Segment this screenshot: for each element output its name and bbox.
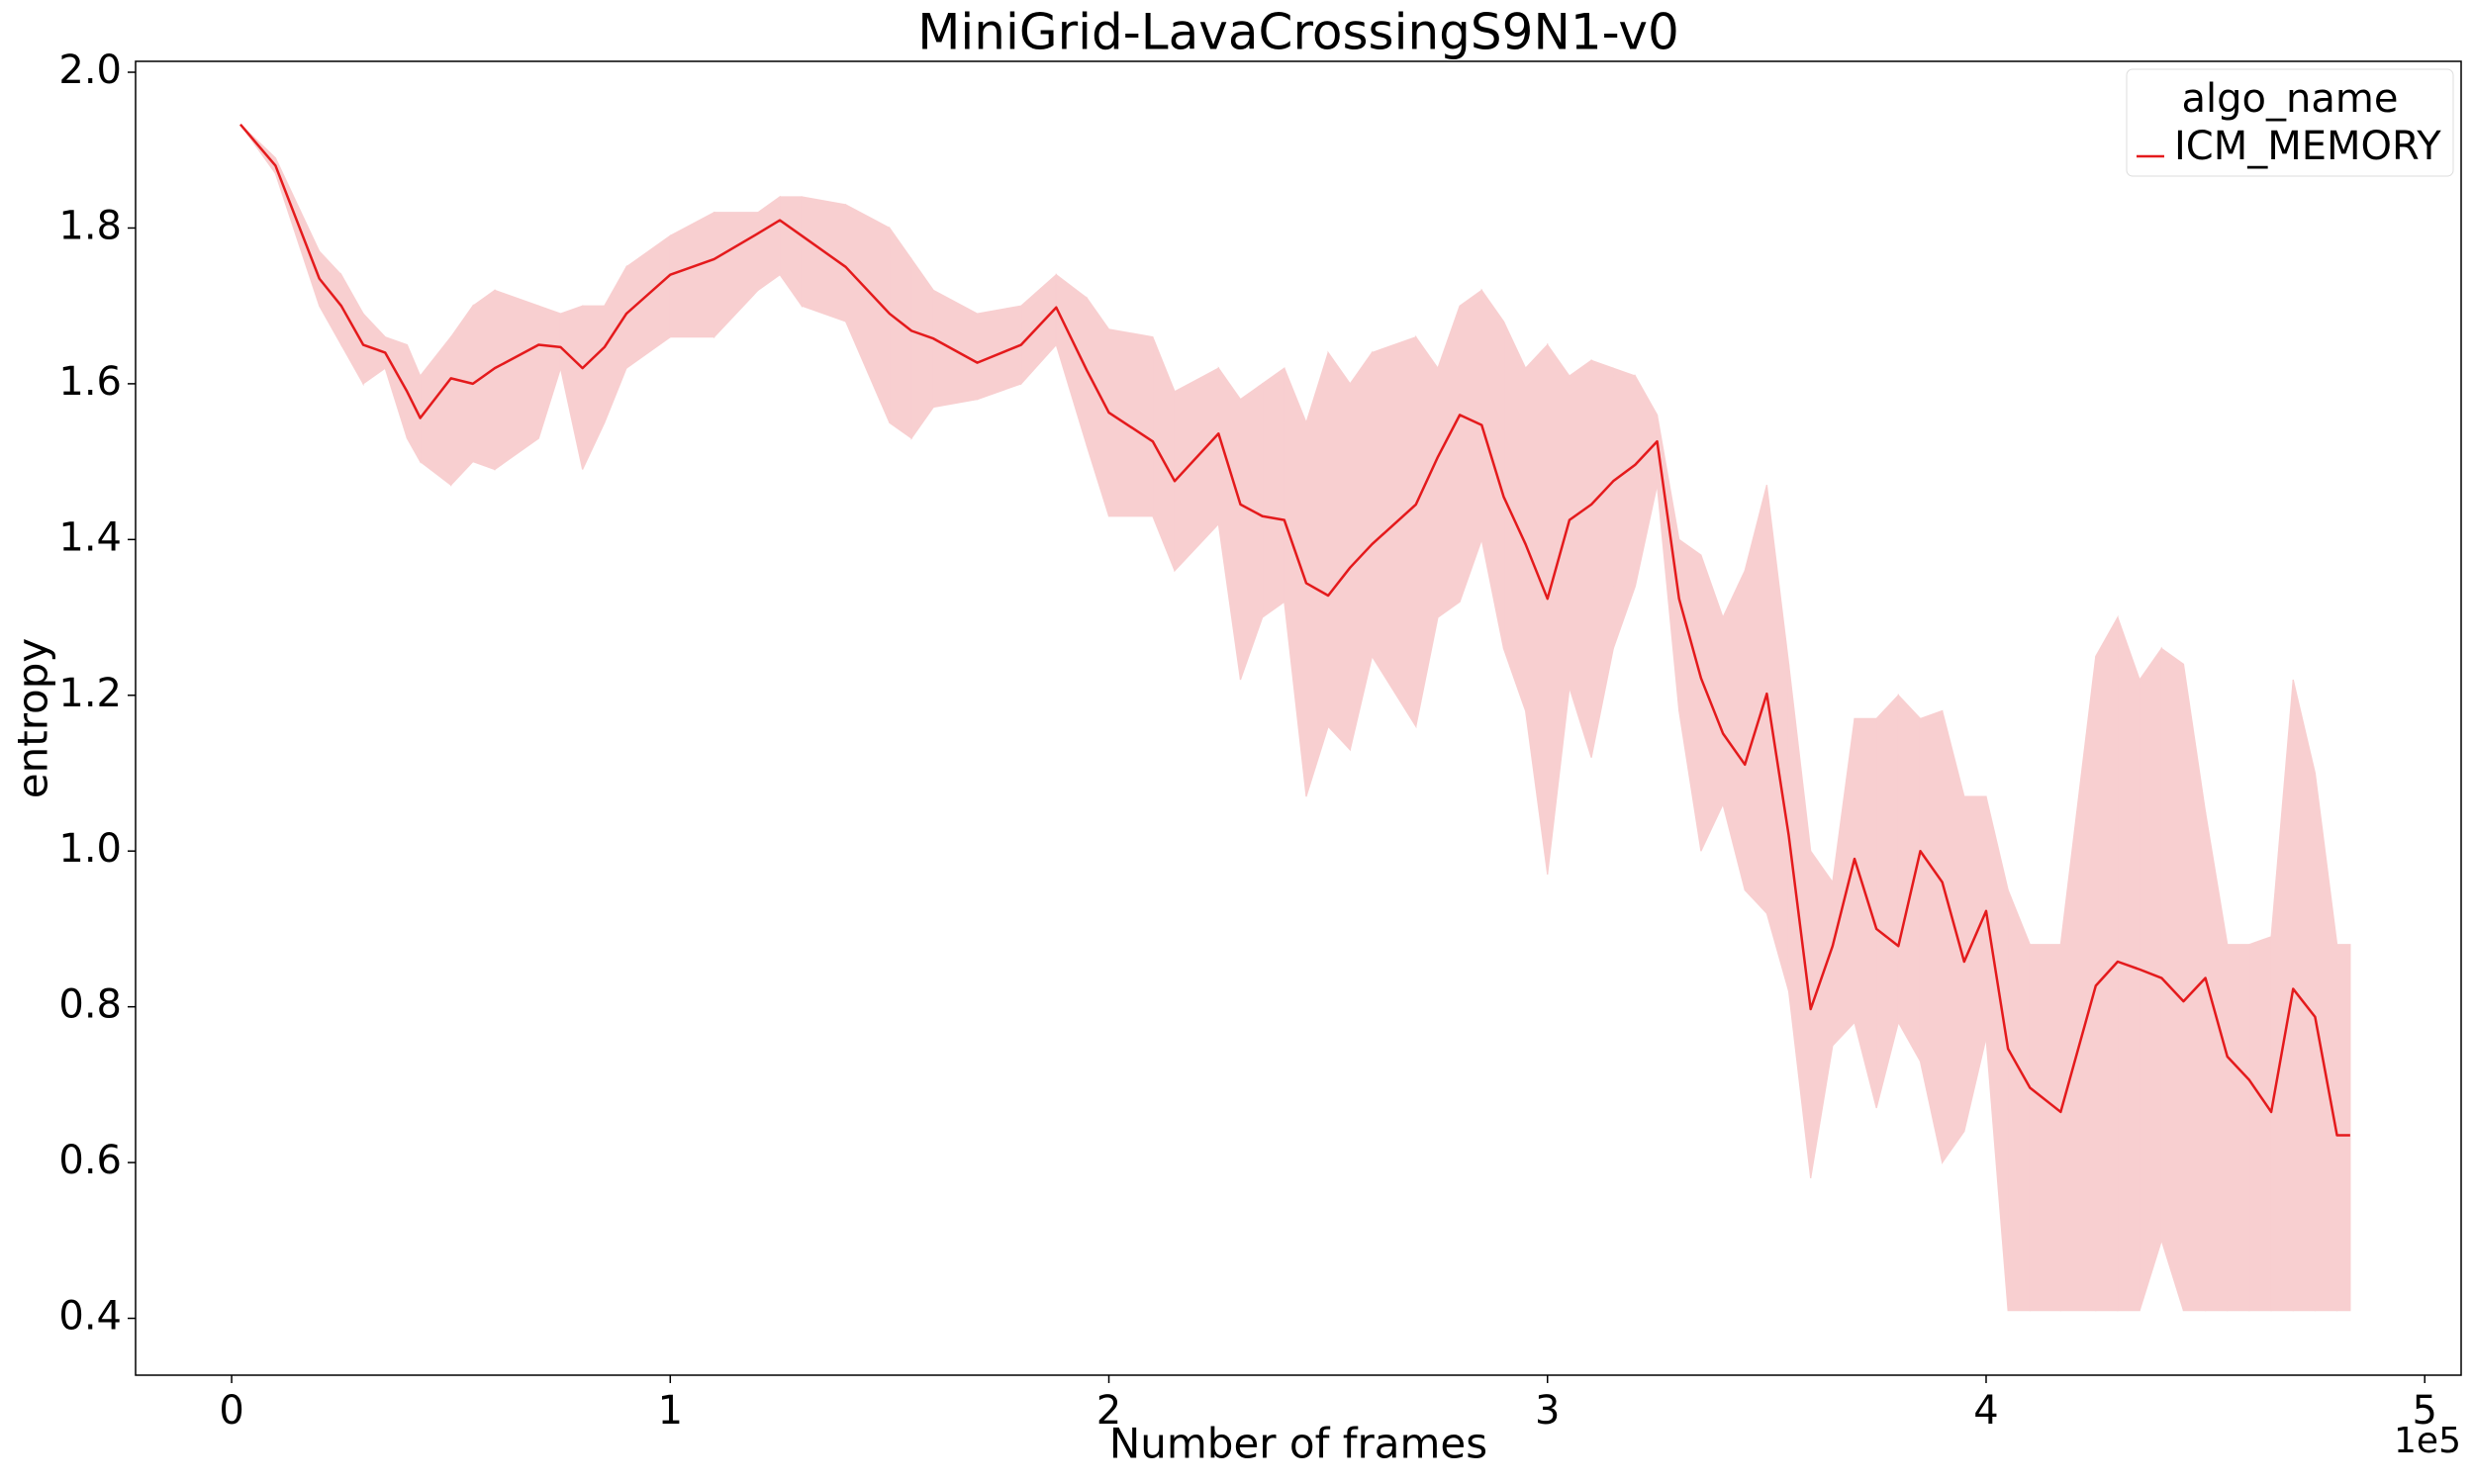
confidence-band	[2160, 647, 2185, 1311]
confidence-band	[1107, 328, 1154, 517]
confidence-band	[472, 289, 496, 471]
x-tick-label: 4	[1973, 1388, 1998, 1434]
confidence-band	[1327, 350, 1351, 752]
confidence-band	[910, 257, 934, 440]
x-offset-label: 1e5	[2394, 1421, 2461, 1461]
legend-label: ICM_MEMORY	[2174, 124, 2441, 169]
confidence-band	[757, 195, 781, 292]
x-tick-label: 2	[1096, 1388, 1121, 1434]
confidence-band	[1305, 352, 1329, 797]
y-tick-label: 1.2	[58, 671, 122, 716]
confidence-band	[1897, 694, 1922, 1065]
y-tick-label: 0.4	[58, 1294, 122, 1340]
confidence-band	[2007, 889, 2031, 1312]
y-tick-label: 1.4	[58, 514, 122, 560]
confidence-band	[450, 304, 474, 487]
confidence-band	[2248, 935, 2272, 1312]
y-tick-label: 1.6	[58, 359, 122, 405]
x-tick-label: 0	[219, 1388, 243, 1434]
confidence-band	[2292, 679, 2317, 1312]
confidence-band	[2335, 944, 2351, 1312]
confidence-band	[2139, 646, 2162, 1311]
confidence-band	[889, 226, 912, 440]
legend-box	[2126, 68, 2454, 177]
y-tick-label: 2.0	[58, 47, 122, 93]
y-tick-label: 1.0	[58, 826, 122, 872]
confidence-band	[801, 196, 847, 323]
x-tick-label: 3	[1535, 1388, 1560, 1434]
y-tick-label: 0.6	[58, 1138, 122, 1183]
x-axis-label: Number of frames	[1109, 1420, 1487, 1468]
confidence-band	[1569, 359, 1592, 758]
y-tick-label: 0.8	[58, 982, 122, 1028]
x-tick-label: 1	[658, 1388, 683, 1434]
confidence-band	[1502, 321, 1527, 711]
y-axis-label: entropy	[9, 638, 57, 798]
y-tick-label: 1.8	[58, 203, 122, 248]
confidence-band	[2227, 944, 2250, 1312]
chart-title: MiniGrid-LavaCrossingS9N1-v0	[917, 4, 1679, 61]
x-tick-label: 5	[2412, 1388, 2436, 1434]
plot-frame	[135, 60, 2462, 1376]
legend-title: algo_name	[2182, 76, 2399, 122]
confidence-band	[1262, 366, 1285, 619]
data-line	[238, 123, 2350, 1137]
confidence-band	[494, 289, 539, 471]
confidence-band	[2029, 944, 2061, 1312]
